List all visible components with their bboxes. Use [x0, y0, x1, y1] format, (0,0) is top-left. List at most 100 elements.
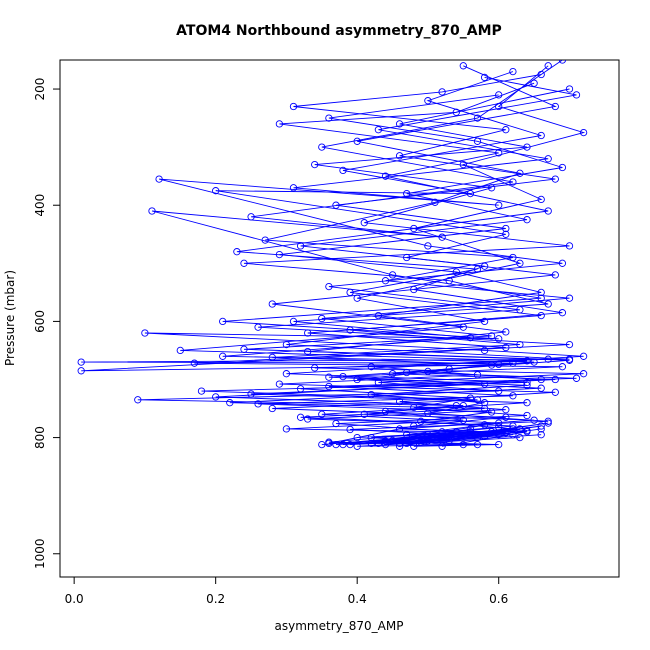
y-tick-label: 1000: [33, 538, 47, 569]
data-point: [452, 268, 460, 276]
data-point: [572, 91, 581, 99]
data-point: [551, 102, 559, 111]
data-point: [395, 439, 404, 448]
data-point: [537, 384, 545, 392]
data-point: [445, 365, 453, 373]
data-point: [424, 367, 432, 376]
data-point: [537, 294, 545, 302]
data-point: [502, 126, 510, 134]
data-point: [212, 187, 220, 195]
data-point: [544, 155, 552, 163]
data-point: [516, 425, 524, 434]
data-point: [516, 259, 524, 267]
data-point: [516, 340, 524, 349]
data-point: [502, 224, 510, 233]
data-point: [551, 271, 559, 279]
data-point: [579, 370, 588, 378]
data-point: [374, 311, 383, 320]
series-line: [272, 94, 563, 447]
data-point: [537, 288, 545, 297]
data-point: [495, 440, 503, 449]
data-point: [247, 390, 255, 398]
data-point: [318, 143, 326, 151]
data-point: [502, 343, 510, 352]
data-point: [509, 431, 517, 439]
data-point: [502, 328, 510, 336]
data-point: [219, 352, 227, 360]
data-point: [296, 413, 305, 421]
series-line: [222, 88, 577, 446]
data-point: [558, 163, 567, 172]
x-tick-label: 0.2: [206, 592, 225, 606]
data-point: [480, 317, 489, 326]
data-point: [565, 294, 574, 302]
data-point: [565, 85, 574, 93]
y-tick-label: 800: [33, 426, 47, 449]
data-point: [572, 374, 581, 382]
data-point: [332, 201, 340, 209]
data-point: [452, 108, 460, 116]
data-point: [537, 131, 545, 140]
series-line: [279, 74, 570, 444]
data-point: [417, 417, 425, 425]
data-point: [304, 415, 312, 423]
data-point: [395, 397, 404, 406]
data-point: [353, 433, 361, 442]
data-point: [516, 433, 524, 442]
data-point: [282, 425, 291, 433]
data-point: [268, 300, 276, 308]
data-point: [537, 70, 545, 79]
data-point: [268, 353, 276, 362]
data-point: [565, 340, 574, 349]
y-axis-label: Pressure (mbar): [3, 270, 17, 366]
data-point: [579, 128, 588, 137]
data-point: [523, 399, 531, 407]
data-point: [530, 79, 538, 87]
y-tick-label: 200: [33, 78, 47, 101]
data-point: [544, 207, 552, 215]
data-point: [480, 346, 489, 355]
data-point: [544, 62, 552, 70]
y-tick-label: 400: [33, 194, 47, 217]
data-point: [565, 242, 574, 250]
data-point: [523, 143, 531, 151]
y-tick-label: 600: [33, 310, 47, 333]
data-point: [509, 253, 517, 262]
data-point: [395, 120, 404, 128]
data-point: [254, 400, 262, 408]
data-point: [77, 358, 85, 366]
data-point: [395, 152, 404, 160]
y-axis: 200 400 600 800 1000: [33, 78, 61, 569]
data-point: [289, 184, 298, 192]
data-point: [473, 265, 482, 273]
data-point: [473, 137, 482, 145]
data-point: [410, 442, 418, 450]
data-point: [346, 326, 354, 334]
data-point: [311, 160, 319, 169]
data-point: [296, 242, 305, 250]
data-point: [495, 201, 503, 209]
plot-area: [77, 60, 588, 450]
data-point: [424, 97, 432, 105]
data-point: [558, 363, 567, 371]
data-point: [374, 126, 383, 134]
data-point: [459, 440, 467, 449]
data-point: [325, 373, 333, 381]
data-point: [495, 335, 503, 343]
data-point: [537, 431, 545, 439]
data-point: [275, 380, 284, 388]
data-point: [367, 433, 375, 442]
data-point: [346, 288, 354, 297]
data-point: [325, 438, 333, 446]
data-point: [410, 285, 418, 294]
data-point: [537, 195, 545, 204]
data-point: [247, 213, 255, 221]
data-point: [261, 236, 269, 244]
data-point: [148, 207, 156, 215]
data-point: [353, 137, 361, 145]
data-point: [346, 440, 354, 449]
data-point: [77, 367, 85, 375]
x-tick-label: 0.0: [65, 592, 84, 606]
data-point: [360, 410, 368, 418]
data-point: [558, 259, 567, 267]
